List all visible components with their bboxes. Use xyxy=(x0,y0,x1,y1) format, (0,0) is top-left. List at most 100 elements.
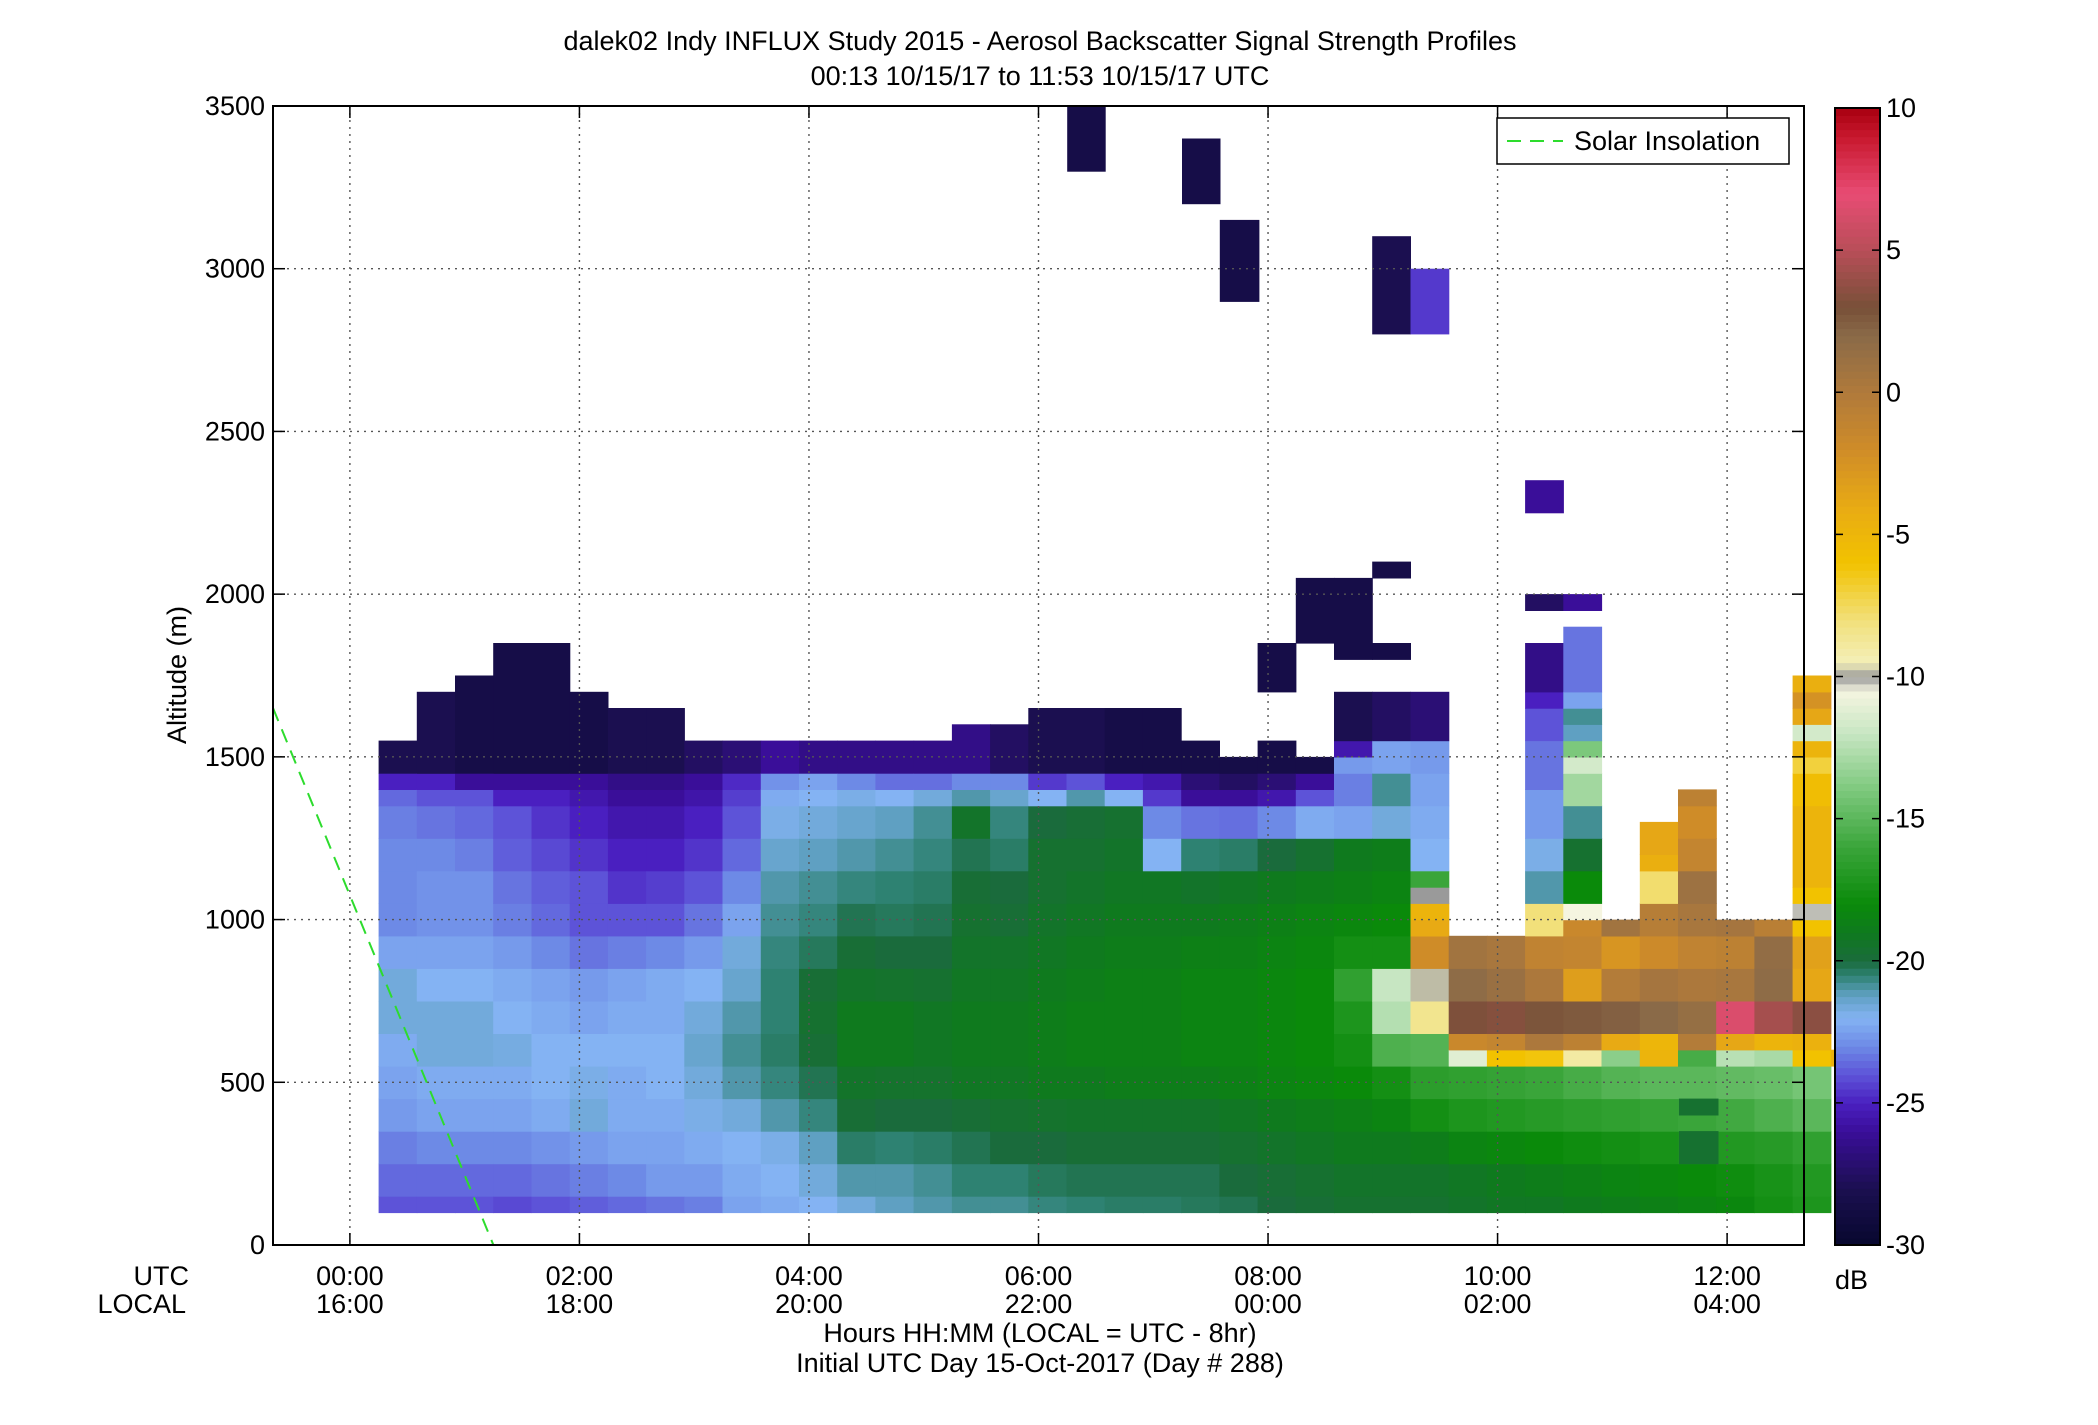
colorbar-swatch xyxy=(1835,363,1880,372)
heatmap-cell xyxy=(455,870,494,904)
heatmap-cell xyxy=(1295,903,1335,937)
heatmap-cell xyxy=(1563,724,1603,742)
heatmap-cell xyxy=(1716,968,1755,1002)
heatmap-cell xyxy=(760,870,800,904)
heatmap-cell xyxy=(1028,1163,1068,1197)
heatmap-cell xyxy=(1295,756,1335,774)
heatmap-cell xyxy=(1219,935,1259,969)
colorbar-swatch xyxy=(1835,150,1880,159)
heatmap-cell xyxy=(951,1163,991,1197)
colorbar-swatch xyxy=(1835,768,1880,777)
heatmap-cell xyxy=(1219,773,1259,790)
heatmap-cell xyxy=(455,1131,494,1165)
colorbar-swatch xyxy=(1835,207,1880,216)
colorbar-swatch xyxy=(1835,221,1880,230)
heatmap-cell xyxy=(1257,903,1297,937)
heatmap-cell xyxy=(1639,935,1679,969)
heatmap-cell xyxy=(990,789,1029,807)
heatmap-cell xyxy=(1181,935,1220,969)
heatmap-cell xyxy=(1257,643,1297,693)
heatmap-cell xyxy=(1257,1196,1297,1214)
heatmap-cell xyxy=(722,1163,762,1197)
heatmap-cell xyxy=(722,1098,762,1132)
heatmap-cell xyxy=(1486,968,1526,1002)
heatmap-cell xyxy=(1219,1163,1259,1197)
heatmap-cell xyxy=(1563,903,1603,921)
heatmap-cell xyxy=(1334,577,1373,660)
heatmap-cell xyxy=(1104,805,1144,839)
heatmap-cell xyxy=(1257,968,1297,1002)
heatmap-cell xyxy=(1257,1098,1297,1132)
heatmap-cell xyxy=(990,1033,1029,1067)
heatmap-cell xyxy=(1257,1131,1297,1165)
heatmap-cell xyxy=(1563,805,1603,839)
colorbar-swatch xyxy=(1835,776,1880,784)
heatmap-cell xyxy=(416,691,456,774)
chart-title-line2: 00:13 10/15/17 to 11:53 10/15/17 UTC xyxy=(811,61,1270,91)
colorbar-swatch xyxy=(1835,889,1880,898)
heatmap-cell xyxy=(455,1098,494,1132)
heatmap-cell xyxy=(1525,1066,1564,1100)
heatmap-cell xyxy=(990,773,1029,790)
heatmap-cell xyxy=(1448,1049,1488,1067)
heatmap-cell xyxy=(1563,919,1603,937)
heatmap-cell xyxy=(1257,789,1297,807)
colorbar-swatch xyxy=(1835,641,1880,649)
heatmap-cell xyxy=(760,1066,800,1100)
colorbar-swatch xyxy=(1835,491,1880,500)
heatmap-cell xyxy=(531,935,571,969)
legend-label: Solar Insolation xyxy=(1574,126,1760,156)
colorbar-swatch xyxy=(1835,1188,1880,1197)
colorbar-swatch xyxy=(1835,996,1880,1005)
colorbar-swatch xyxy=(1835,761,1880,770)
colorbar-swatch xyxy=(1835,1067,1880,1076)
colorbar-swatch xyxy=(1835,662,1880,671)
heatmap-cell xyxy=(760,773,800,790)
heatmap-cell xyxy=(607,870,647,904)
heatmap-cell xyxy=(1104,1131,1144,1165)
colorbar-swatch xyxy=(1835,875,1880,884)
heatmap-cell xyxy=(1792,708,1832,725)
heatmap-cell xyxy=(1219,1033,1259,1067)
heatmap-cell xyxy=(1525,1033,1564,1051)
colorbar-swatch xyxy=(1835,314,1880,322)
colorbar-swatch xyxy=(1835,534,1880,543)
heatmap-cell xyxy=(1639,1098,1679,1132)
heatmap-cell xyxy=(990,870,1029,904)
heatmap-cell xyxy=(799,838,838,872)
heatmap-cell xyxy=(1104,1163,1144,1197)
heatmap-cell xyxy=(1181,1033,1220,1067)
heatmap-cell xyxy=(378,870,418,904)
x-tick-label-utc: 02:00 xyxy=(546,1261,614,1291)
heatmap-cell xyxy=(1678,1098,1719,1116)
heatmap-cell xyxy=(378,789,418,807)
heatmap-cell xyxy=(416,1163,456,1197)
heatmap-cell xyxy=(1792,1098,1832,1132)
heatmap-cell xyxy=(1563,740,1603,758)
colorbar-swatch xyxy=(1835,1102,1880,1111)
heatmap-cell xyxy=(646,1000,685,1034)
colorbar-swatch xyxy=(1835,527,1880,536)
colorbar-swatch xyxy=(1835,115,1880,123)
heatmap-cell xyxy=(722,1033,762,1067)
heatmap-cell xyxy=(1639,968,1679,1002)
heatmap-cell xyxy=(875,1131,915,1165)
heatmap-cell xyxy=(722,838,762,872)
heatmap-cell xyxy=(531,1163,571,1197)
heatmap-cell xyxy=(1563,773,1603,807)
heatmap-cell xyxy=(1792,773,1832,807)
heatmap-cell xyxy=(875,935,915,969)
heatmap-cell xyxy=(1104,1033,1144,1067)
heatmap-cell xyxy=(607,773,647,790)
heatmap-cell xyxy=(607,1066,647,1100)
heatmap-cell xyxy=(416,805,456,839)
heatmap-cell xyxy=(990,1098,1029,1132)
heatmap-cell xyxy=(951,903,991,937)
heatmap-cell xyxy=(1486,1098,1526,1132)
heatmap-cell xyxy=(1219,756,1259,774)
heatmap-cell xyxy=(875,1196,915,1214)
heatmap-cell xyxy=(684,968,724,1002)
axis-ticks xyxy=(273,105,1804,1246)
heatmap-cell xyxy=(1372,870,1411,904)
heatmap-cell xyxy=(1066,1196,1106,1214)
